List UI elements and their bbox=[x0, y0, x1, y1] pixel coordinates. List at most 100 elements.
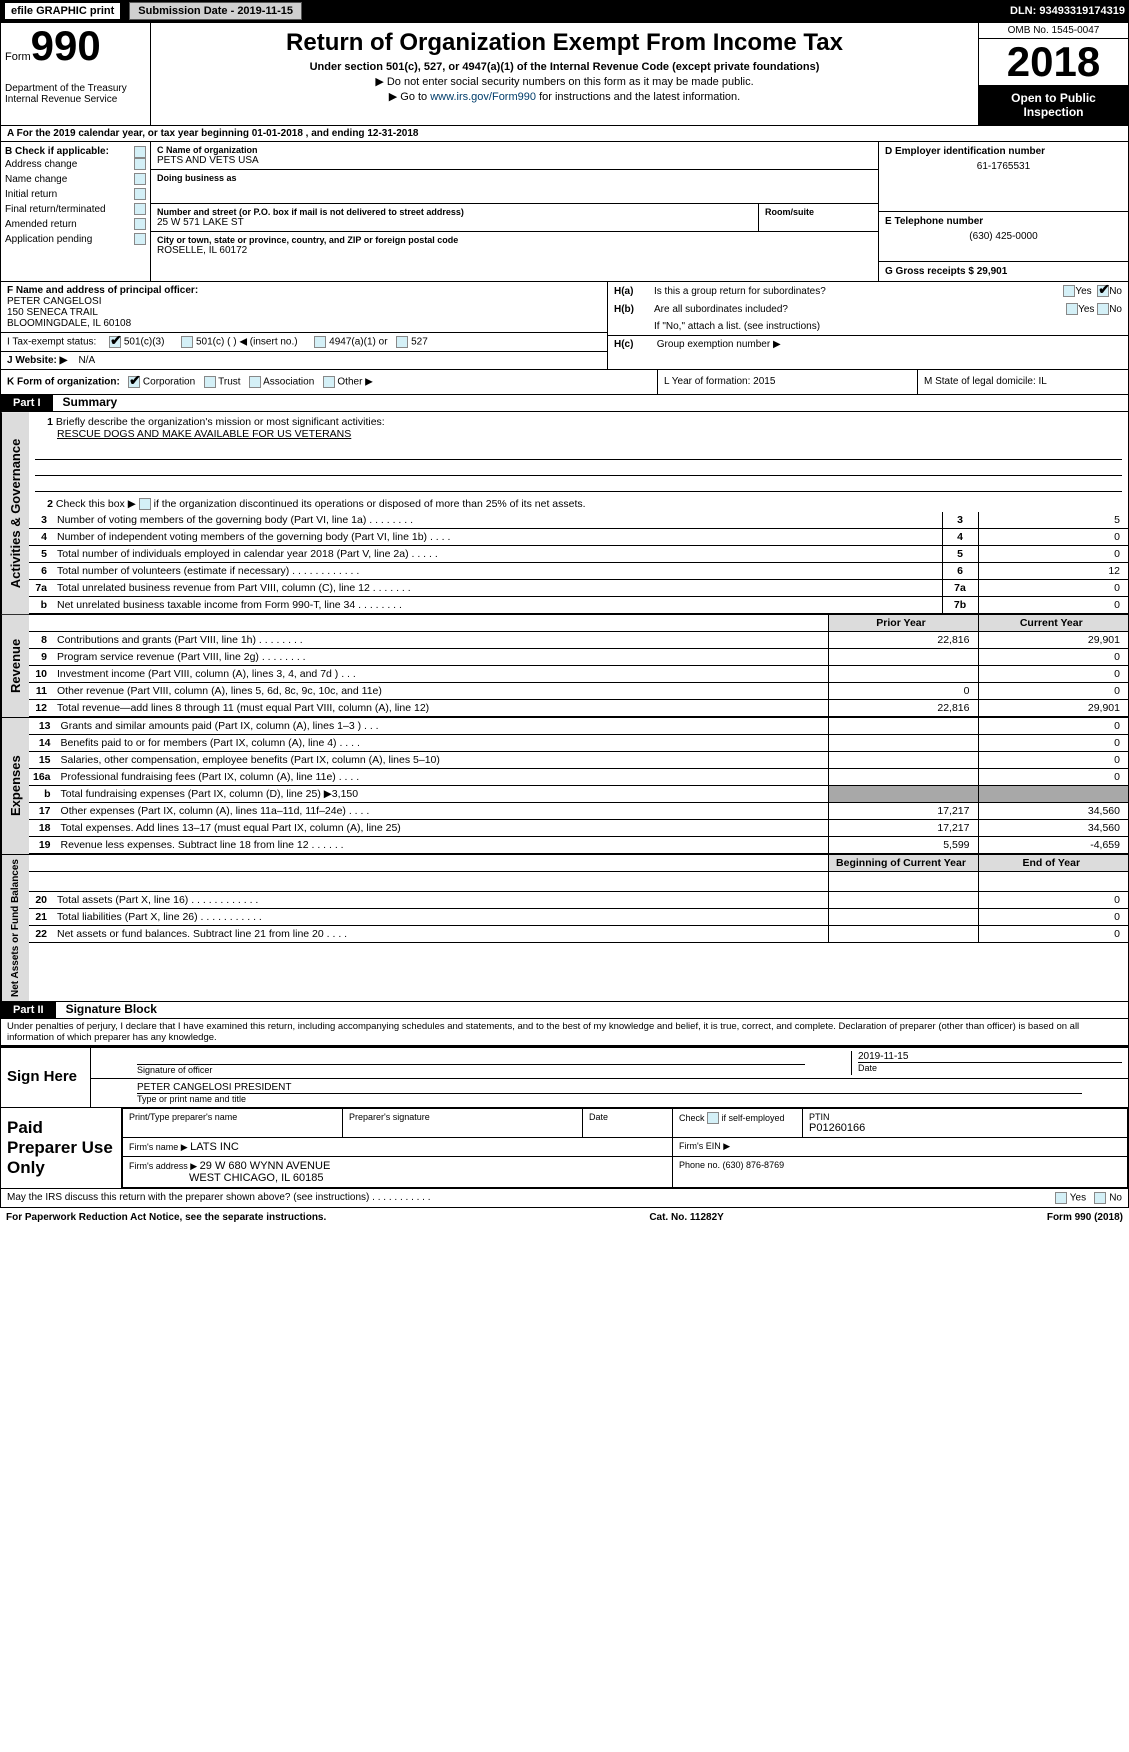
ein-value: 61-1765531 bbox=[885, 157, 1122, 172]
mission-line-1 bbox=[35, 444, 1122, 460]
firm-ein-label: Firm's EIN ▶ bbox=[679, 1141, 730, 1151]
col-b-item: Address change bbox=[5, 158, 146, 170]
form-org-label: K Form of organization: bbox=[7, 377, 120, 388]
assoc-checkbox[interactable] bbox=[249, 376, 261, 388]
form-subtitle: Under section 501(c), 527, or 4947(a)(1)… bbox=[157, 61, 972, 73]
col-b-item: Application pending bbox=[5, 233, 146, 245]
header-center: Return of Organization Exempt From Incom… bbox=[151, 23, 978, 125]
org-name-cell: C Name of organization PETS AND VETS USA bbox=[151, 142, 878, 170]
dln-number: DLN: 93493319174319 bbox=[1010, 5, 1125, 17]
bottom-line: For Paperwork Reduction Act Notice, see … bbox=[0, 1208, 1129, 1227]
sig-officer-label: Signature of officer bbox=[137, 1065, 845, 1075]
governance-table: 3Number of voting members of the governi… bbox=[29, 512, 1128, 614]
ha-row: H(a) Is this a group return for subordin… bbox=[608, 282, 1128, 300]
mission-label: Briefly describe the organization's miss… bbox=[56, 416, 385, 428]
form-number: 990 bbox=[31, 27, 101, 65]
discuss-yes-checkbox[interactable] bbox=[1055, 1192, 1067, 1204]
preparer-section: Paid Preparer Use Only Print/Type prepar… bbox=[0, 1108, 1129, 1189]
header-left: Form 990 Department of the Treasury Inte… bbox=[1, 23, 151, 125]
open-public: Open to Public Inspection bbox=[979, 85, 1128, 125]
col-b-item: Final return/terminated bbox=[5, 203, 146, 215]
dba-cell: Doing business as bbox=[151, 170, 878, 204]
row-f-to-j: F Name and address of principal officer:… bbox=[0, 282, 1129, 370]
col-c: C Name of organization PETS AND VETS USA… bbox=[151, 142, 1128, 281]
firm-address: 29 W 680 WYNN AVENUE bbox=[200, 1160, 331, 1172]
discuss-no-checkbox[interactable] bbox=[1094, 1192, 1106, 1204]
tax-exempt-row: I Tax-exempt status: 501(c)(3) 501(c) ( … bbox=[1, 333, 607, 352]
checkbox[interactable] bbox=[134, 218, 146, 230]
discontinued-checkbox[interactable] bbox=[139, 498, 151, 510]
efile-label: efile GRAPHIC print bbox=[4, 2, 121, 20]
officer-street: 150 SENECA TRAIL bbox=[7, 307, 98, 318]
section-b-row: B Check if applicable: Address changeNam… bbox=[0, 142, 1129, 282]
expenses-section: Expenses 13Grants and similar amounts pa… bbox=[0, 717, 1129, 854]
hb-note: If "No," attach a list. (see instruction… bbox=[608, 318, 1128, 336]
ha-yes-checkbox[interactable] bbox=[1063, 285, 1075, 297]
4947-checkbox[interactable] bbox=[314, 336, 326, 348]
paperwork-notice: For Paperwork Reduction Act Notice, see … bbox=[6, 1212, 326, 1223]
street-address: 25 W 571 LAKE ST bbox=[157, 217, 752, 228]
checkbox[interactable] bbox=[134, 188, 146, 200]
mission-text: RESCUE DOGS AND MAKE AVAILABLE FOR US VE… bbox=[35, 428, 351, 440]
expenses-table: 13Grants and similar amounts paid (Part … bbox=[29, 718, 1128, 854]
signature-section: Sign Here Signature of officer 2019-11-1… bbox=[0, 1046, 1129, 1108]
self-emp-checkbox[interactable] bbox=[707, 1112, 719, 1124]
state-domicile: M State of legal domicile: IL bbox=[918, 370, 1128, 394]
mission-line-3 bbox=[35, 476, 1122, 492]
form-header: Form 990 Department of the Treasury Inte… bbox=[0, 22, 1129, 126]
ha-no-checkbox[interactable] bbox=[1097, 285, 1109, 297]
sig-date: 2019-11-15 bbox=[858, 1051, 1122, 1062]
department-label: Department of the Treasury Internal Reve… bbox=[5, 83, 146, 105]
preparer-table: Print/Type preparer's name Preparer's si… bbox=[122, 1108, 1128, 1188]
header-right: OMB No. 1545-0047 2018 Open to Public In… bbox=[978, 23, 1128, 125]
mission-line-2 bbox=[35, 460, 1122, 476]
form-footer: Form 990 (2018) bbox=[1047, 1212, 1123, 1223]
date-label: Date bbox=[858, 1062, 1122, 1073]
phone-value: (630) 425-0000 bbox=[885, 227, 1122, 242]
hb-yes-checkbox[interactable] bbox=[1066, 303, 1078, 315]
side-label-net: Net Assets or Fund Balances bbox=[1, 855, 29, 1001]
phone-label: E Telephone number bbox=[885, 216, 1122, 227]
checkbox[interactable] bbox=[134, 173, 146, 185]
revenue-section: Revenue Prior YearCurrent Year8Contribut… bbox=[0, 614, 1129, 717]
top-bar: efile GRAPHIC print Submission Date - 20… bbox=[0, 0, 1129, 22]
ptin-value: P01260166 bbox=[809, 1122, 865, 1134]
paid-preparer-label: Paid Preparer Use Only bbox=[1, 1108, 121, 1188]
revenue-table: Prior YearCurrent Year8Contributions and… bbox=[29, 615, 1128, 717]
sign-here-label: Sign Here bbox=[1, 1048, 91, 1107]
city-state-zip: ROSELLE, IL 60172 bbox=[157, 245, 872, 256]
officer-city: BLOOMINGDALE, IL 60108 bbox=[7, 318, 131, 329]
other-checkbox[interactable] bbox=[323, 376, 335, 388]
ein-label: D Employer identification number bbox=[885, 146, 1122, 157]
form-title: Return of Organization Exempt From Incom… bbox=[157, 29, 972, 57]
year-formation: L Year of formation: 2015 bbox=[658, 370, 918, 394]
org-name: PETS AND VETS USA bbox=[157, 155, 872, 166]
501c3-checkbox[interactable] bbox=[109, 336, 121, 348]
irs-link[interactable]: www.irs.gov/Form990 bbox=[430, 91, 536, 103]
checkbox[interactable] bbox=[134, 158, 146, 170]
501c-checkbox[interactable] bbox=[181, 336, 193, 348]
website-value: N/A bbox=[78, 355, 95, 366]
part1-header: Part I Summary bbox=[0, 395, 1129, 412]
website-row: J Website: ▶ N/A bbox=[1, 352, 607, 369]
cat-number: Cat. No. 11282Y bbox=[649, 1212, 723, 1223]
corp-checkbox[interactable] bbox=[128, 376, 140, 388]
instruction-1: ▶ Do not enter social security numbers o… bbox=[157, 75, 972, 88]
col-b-item: Initial return bbox=[5, 188, 146, 200]
527-checkbox[interactable] bbox=[396, 336, 408, 348]
submission-date: Submission Date - 2019-11-15 bbox=[129, 2, 302, 20]
trust-checkbox[interactable] bbox=[204, 376, 216, 388]
penalty-statement: Under penalties of perjury, I declare th… bbox=[0, 1019, 1129, 1046]
room-cell: Room/suite bbox=[758, 204, 878, 232]
checkbox[interactable] bbox=[134, 233, 146, 245]
side-label-expenses: Expenses bbox=[1, 718, 29, 854]
gross-receipts: G Gross receipts $ 29,901 bbox=[885, 266, 1122, 277]
hb-no-checkbox[interactable] bbox=[1097, 303, 1109, 315]
col-b-header: B Check if applicable: bbox=[5, 146, 109, 158]
checkbox[interactable] bbox=[134, 203, 146, 215]
form-label: Form bbox=[5, 51, 31, 63]
tax-year: 2018 bbox=[979, 39, 1128, 85]
applicable-checkbox[interactable] bbox=[134, 146, 146, 158]
discuss-row: May the IRS discuss this return with the… bbox=[0, 1189, 1129, 1208]
omb-number: OMB No. 1545-0047 bbox=[979, 23, 1128, 39]
